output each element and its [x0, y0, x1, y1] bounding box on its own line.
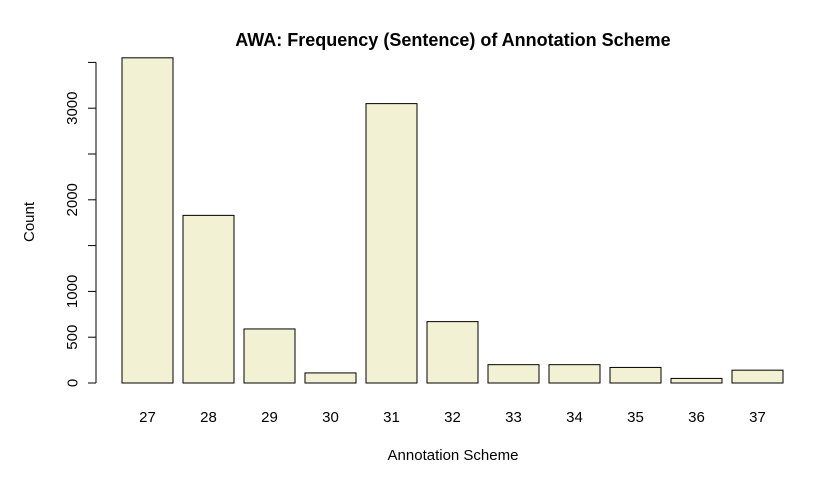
bar — [609, 366, 662, 384]
x-tick-label: 37 — [749, 409, 766, 426]
x-tick-label: 29 — [261, 409, 278, 426]
y-tick-label: 500 — [64, 325, 81, 350]
x-tick-label: 28 — [200, 409, 217, 426]
y-tick-label: 0 — [64, 379, 81, 387]
x-tick-label: 34 — [566, 409, 583, 426]
x-tick-label: 33 — [505, 409, 522, 426]
x-tick-label: 32 — [444, 409, 461, 426]
bar — [487, 364, 540, 384]
x-tick-label: 27 — [139, 409, 156, 426]
x-axis-label: Annotation Scheme — [388, 447, 519, 464]
bar — [365, 103, 418, 384]
y-axis: 0 500 1000 2000 3000 — [64, 61, 97, 387]
x-tick-label: 30 — [322, 409, 339, 426]
y-tick-label: 1000 — [64, 275, 81, 308]
bars-group — [121, 57, 784, 384]
x-tick-label: 35 — [627, 409, 644, 426]
bar — [243, 328, 296, 384]
x-tick-label: 31 — [383, 409, 400, 426]
y-tick-label: 2000 — [64, 183, 81, 216]
bar — [121, 57, 174, 384]
bar — [304, 372, 357, 384]
chart-title: AWA: Frequency (Sentence) of Annotation … — [235, 30, 670, 50]
bar — [548, 364, 601, 384]
bar — [731, 369, 784, 384]
x-tick-label: 36 — [688, 409, 705, 426]
y-tick-label: 3000 — [64, 92, 81, 125]
bar — [426, 321, 479, 384]
x-tick-labels: 27 28 29 30 31 32 33 34 35 36 37 — [139, 409, 766, 426]
y-axis-label: Count — [21, 201, 38, 242]
bar — [670, 377, 723, 384]
bar — [182, 214, 235, 384]
